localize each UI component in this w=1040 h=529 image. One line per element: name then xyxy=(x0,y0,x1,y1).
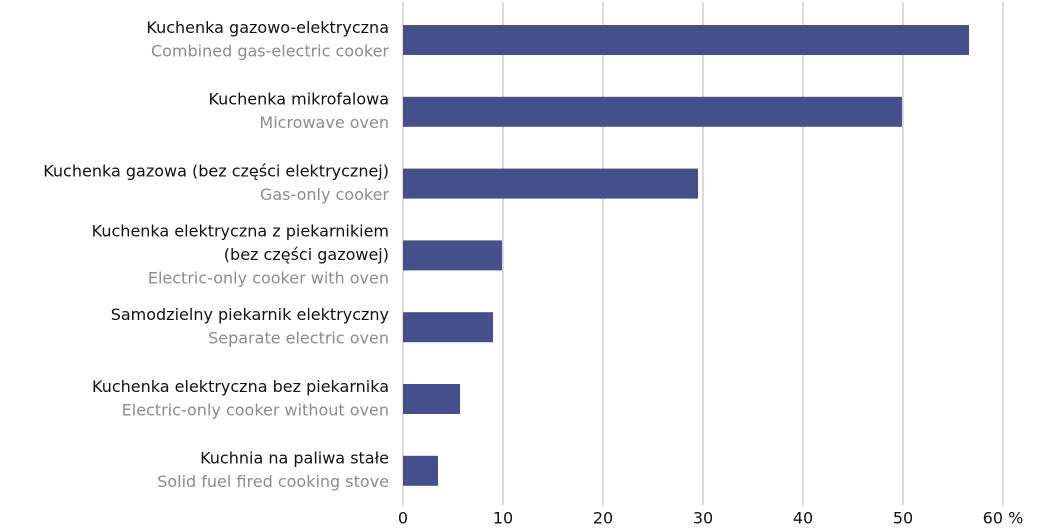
category-label: Samodzielny piekarnik elektryczny xyxy=(111,305,389,324)
category-label-en: Separate electric oven xyxy=(208,328,389,347)
category-label: Kuchenka elektryczna z piekarnikiem xyxy=(92,221,389,240)
category-label: Kuchenka mikrofalowa xyxy=(208,90,389,109)
x-tick-label: 30 xyxy=(693,509,713,528)
x-tick-label: 60 % xyxy=(983,509,1024,528)
category-label-en: Electric-only cooker without oven xyxy=(122,400,389,419)
bar xyxy=(403,25,969,55)
bar xyxy=(403,312,493,343)
bar xyxy=(403,168,698,199)
x-tick-label: 50 xyxy=(893,509,913,528)
bar xyxy=(403,455,438,486)
bar xyxy=(403,96,902,127)
x-tick-label: 10 xyxy=(493,509,513,528)
category-label: Kuchenka elektryczna bez piekarnika xyxy=(92,377,389,396)
x-tick-label: 40 xyxy=(793,509,813,528)
bar xyxy=(403,240,502,271)
category-label-en: Solid fuel fired cooking stove xyxy=(157,472,389,491)
bar xyxy=(403,384,460,414)
category-label-en: Electric-only cooker with oven xyxy=(148,268,389,287)
category-label: Kuchenka gazowo-elektryczna xyxy=(146,18,389,37)
x-tick-label: 20 xyxy=(593,509,613,528)
category-label-en: Combined gas-electric cooker xyxy=(151,41,389,60)
category-label: Kuchnia na paliwa stałe xyxy=(200,449,389,468)
category-label-en: Microwave oven xyxy=(259,113,389,132)
category-label: Kuchenka gazowa (bez części elektrycznej… xyxy=(43,161,389,180)
category-label-en: Gas-only cooker xyxy=(260,185,389,204)
x-tick-label: 0 xyxy=(398,509,408,528)
category-label: (bez części gazowej) xyxy=(224,245,389,264)
